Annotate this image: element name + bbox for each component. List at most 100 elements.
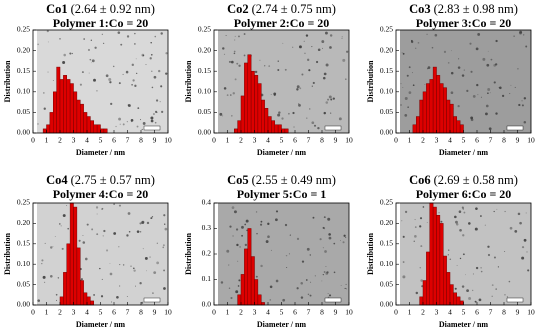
bar [432,66,437,134]
tem-particle [164,227,168,231]
x-tick-label: 2 [421,136,425,145]
tem-image [218,203,349,305]
tem-particle [340,285,342,286]
tem-particle [66,205,68,207]
tem-particle [96,213,98,215]
x-tick-label: 7 [126,308,130,317]
tem-particle [340,240,342,241]
bar [76,247,81,306]
bar [446,272,451,306]
tem-particle [411,72,413,74]
tem-particle [458,58,460,60]
bar [66,79,71,134]
tem-particle [165,52,168,55]
tem-particle [255,275,258,278]
y-axis-label: Distribution [3,60,12,102]
x-tick-label: 5 [99,136,103,145]
bar [446,99,451,134]
tem-particle [411,39,413,42]
bar [436,214,441,306]
tem-particle [490,58,493,61]
sample-name: Co4 [46,173,68,187]
bar [80,280,84,306]
tem-particle [322,47,324,49]
tem-particle [150,53,153,56]
tem-particle [135,58,137,60]
x-tick-label: 2 [239,136,243,145]
x-tick-label: 10 [527,308,535,317]
x-tick-label: 8 [139,136,143,145]
bar [59,79,64,134]
tem-particle [456,264,458,266]
tem-particle [156,261,160,265]
tem-particle [86,223,89,226]
x-tick-label: 0 [31,308,35,317]
bar [426,251,430,306]
tem-particle [63,53,66,57]
y-tick-label: 0.05 [17,279,30,288]
tem-particle [461,206,464,209]
tem-particle [135,285,137,287]
tem-particle [47,41,49,43]
tem-particle [101,33,103,35]
tem-particle [269,299,272,301]
tem-particle [324,250,327,253]
tem-particle [454,287,457,290]
tem-particle [82,241,86,244]
tem-particle [466,89,469,93]
tem-particle [116,295,119,299]
tem-particle [415,47,417,49]
tem-particle [132,267,135,270]
tem-particle [325,63,329,67]
tem-particle [319,238,322,241]
tem-particle [91,228,94,231]
tem-particle [222,115,224,117]
tem-particle [426,33,428,35]
tem-particle [415,291,419,295]
x-tick-label: 3 [435,308,439,317]
bar [254,75,259,134]
tem-particle [463,211,466,214]
tem-particle [232,235,234,237]
bar [250,256,255,306]
tem-particle [526,251,528,253]
tem-image [400,203,531,305]
bar [456,296,461,306]
tem-particle [139,282,142,285]
tem-particle [459,228,462,232]
tem-particle [275,210,279,213]
bar [49,112,54,134]
tem-particle [71,52,73,55]
tem-particle [91,59,95,63]
x-tick-label: 2 [239,308,243,317]
tem-particle [517,212,521,216]
x-tick-label: 2 [421,308,425,317]
tem-particle [404,96,408,100]
tem-particle [514,230,518,233]
tem-particle [323,72,327,76]
x-tick-label: 5 [462,308,466,317]
tem-particle [484,224,486,226]
tem-particle [141,221,145,225]
y-axis-label: Distribution [184,60,193,102]
bar [46,124,51,134]
panel-title: Co5 (2.55 ± 0.49 nm) [227,173,336,187]
tem-particle [462,208,464,210]
tem-particle [133,269,136,272]
x-tick-label: 1 [408,308,412,317]
tem-particle [495,112,498,115]
tem-particle [493,210,495,213]
scale-bar [324,297,342,303]
bar [240,95,245,134]
tem-particle [56,299,58,301]
tem-particle [461,74,465,77]
panel-title: Co6 (2.69 ± 0.58 nm) [409,173,518,187]
tem-particle [495,288,497,290]
bar [277,124,282,134]
x-tick-label: 4 [266,136,270,145]
x-tick-label: 7 [307,136,311,145]
bar [69,202,74,306]
tem-particle [489,92,491,94]
tem-particle [422,206,425,208]
bar [90,300,94,306]
